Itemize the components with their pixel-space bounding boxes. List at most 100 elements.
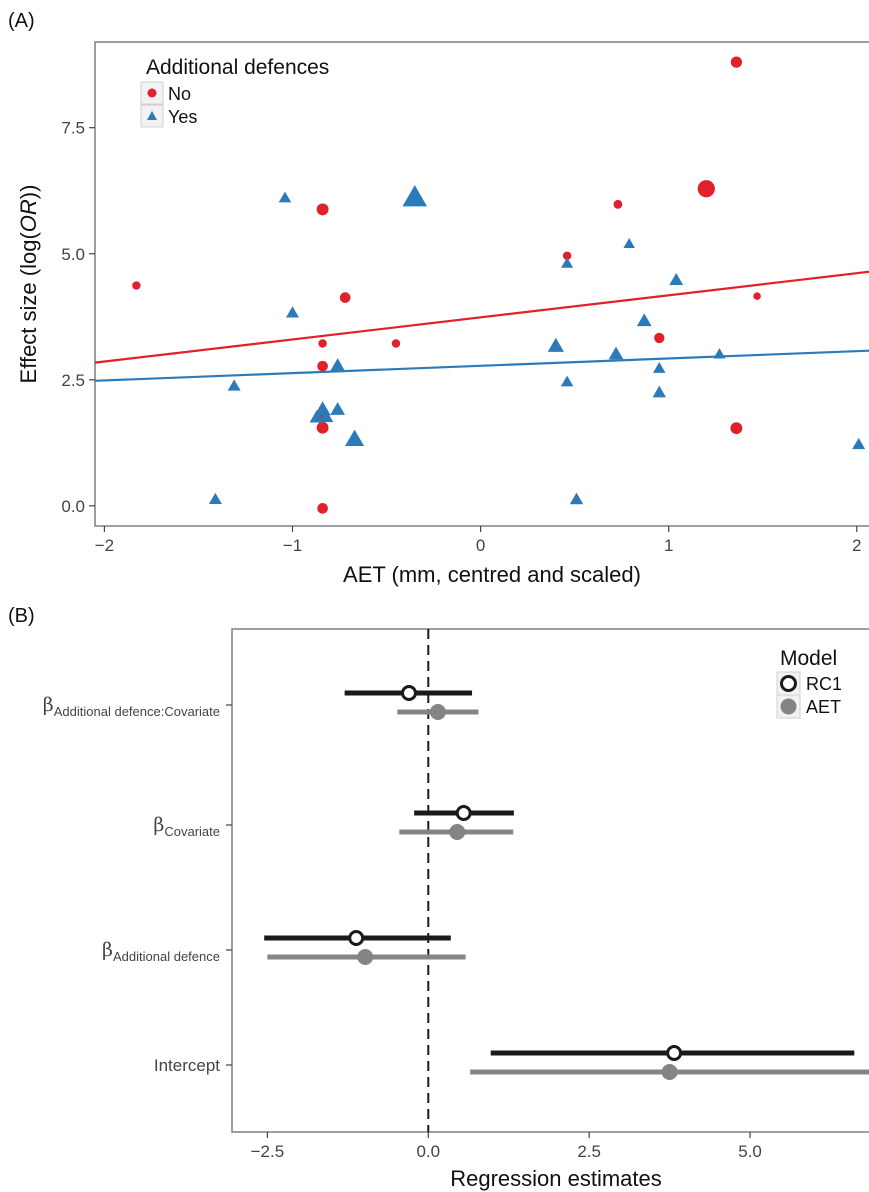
legend-additional-defences: Additional defences No Yes [140,56,329,128]
legend-label-rc1: RC1 [806,674,842,694]
y-tick-label-subscript: Additional defence [113,949,220,964]
x-tick-label: 5.0 [738,1142,762,1161]
data-point-triangle [286,306,299,318]
legend-title: Model [780,647,837,670]
estimate-point-rc1 [455,805,472,821]
data-point-circle [317,360,328,372]
data-point-circle [730,422,743,435]
data-point-triangle [608,346,624,360]
estimate-point-aet [357,949,374,965]
y-tick-label: Intercept [154,1056,220,1075]
x-tick-label: 0 [476,536,485,555]
y-axis-title-prefix: Effect size (log( [16,232,41,384]
fit-lines [94,270,869,382]
data-point-circle [339,292,351,303]
data-point-triangle [653,361,666,373]
y-tick-label-subscript: Covariate [164,824,220,839]
data-point-triangle [569,492,584,505]
estimate-point-aet [661,1064,678,1080]
scatter-points [132,56,866,514]
y-tick-label: 2.5 [61,371,85,390]
data-point-triangle [330,402,346,415]
data-point-triangle [330,358,346,372]
data-point-circle [730,56,743,68]
data-point-triangle [852,437,866,450]
estimate-point-aet [449,824,466,840]
data-point-circle [753,292,761,300]
x-tick-label: −2.5 [251,1142,285,1161]
x-tick-label: 2.5 [577,1142,601,1161]
data-point-circle [317,503,328,514]
y-tick-label-base: β [102,939,113,961]
data-point-triangle [278,191,292,203]
y-tick-label: βCovariate [153,814,220,839]
x-axis: −2 −1 0 1 2 [95,526,862,555]
estimate-point-rc1 [348,930,365,946]
x-axis: −2.5 0.0 2.5 5.0 [251,1132,762,1161]
panel-b-plot-frame [231,628,869,1133]
fit-line-yes [94,349,869,382]
y-axis-title-italic: OR [16,199,41,232]
estimate-point-rc1 [400,685,417,701]
x-tick-label: 0.0 [416,1142,440,1161]
y-tick-label-base: β [153,814,164,836]
panel-a-label: (A) [8,10,35,32]
x-tick-label: −2 [95,536,114,555]
data-point-triangle [402,185,428,207]
panel-b: (B) −2.5 0.0 2.5 5.0 βAdditional defence:Co… [8,605,869,1191]
estimate-point-rc1 [666,1045,683,1061]
data-point-triangle [636,313,652,327]
data-point-triangle [561,257,574,268]
x-tick-label: 1 [664,536,673,555]
x-axis-title: Regression estimates [450,1166,662,1191]
legend-symbol-open-circle [780,675,797,692]
data-point-triangle [227,379,241,391]
legend-label-aet: AET [806,697,841,717]
data-point-triangle [713,348,726,359]
legend-symbol-filled-circle [780,698,797,715]
estimate-intervals [264,685,869,1080]
data-point-triangle [319,410,334,423]
panel-a-plot-frame [94,41,869,527]
data-point-circle [316,203,329,216]
panel-a: (A) −2 −1 0 1 2 0.0 2.5 5.0 7.5 AET (mm, centre… [8,10,869,587]
data-point-triangle [652,385,667,398]
x-tick-label: 2 [852,536,861,555]
y-tick-label-subscript: Additional defence:Covariate [54,704,220,719]
data-point-circle [132,281,141,290]
fit-line-no [94,270,869,364]
y-tick-label-base: β [43,694,54,716]
data-point-circle [697,180,715,198]
data-point-triangle [560,375,574,387]
data-point-triangle [623,237,635,248]
data-point-triangle [547,337,564,352]
y-tick-label: 0.0 [61,497,85,516]
data-point-circle [562,251,572,260]
legend-symbol-triangle [147,111,157,120]
y-tick-label: 7.5 [61,119,85,138]
data-point-circle [391,339,401,348]
x-tick-label: −1 [283,536,302,555]
data-point-circle [316,421,329,434]
legend-label-yes: Yes [168,107,197,127]
y-axis-title: Effect size (log(OR)) [16,185,41,384]
data-point-triangle [669,273,684,286]
y-axis: βAdditional defence:CovariateβCovariateβ… [43,694,232,1075]
data-point-circle [654,332,665,344]
legend-symbol-circle [147,88,157,98]
y-tick-label-base: Intercept [154,1056,220,1075]
data-point-triangle [208,492,222,505]
data-point-circle [613,199,623,209]
estimate-point-aet [429,704,446,720]
legend-title: Additional defences [146,56,329,79]
x-axis-title: AET (mm, centred and scaled) [343,562,641,587]
y-axis: 0.0 2.5 5.0 7.5 [61,119,95,516]
data-point-triangle [309,409,325,423]
y-tick-label: 5.0 [61,245,85,264]
y-tick-label: βAdditional defence [102,939,220,964]
data-point-triangle [345,429,365,447]
legend-model: Model RC1 AET [776,647,842,719]
legend-label-no: No [168,84,191,104]
y-tick-label: βAdditional defence:Covariate [43,694,220,719]
